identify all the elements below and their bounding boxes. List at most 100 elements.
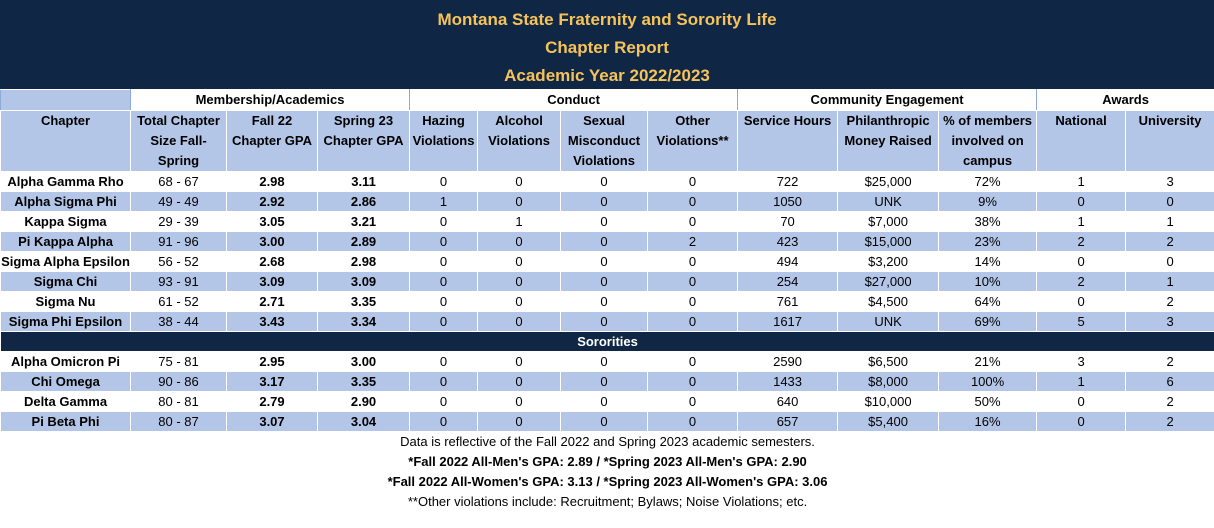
table-row: Kappa Sigma 29 - 39 3.05 3.21 0 1 0 0 70 $7,000 38… bbox=[0, 211, 1214, 232]
cell-spring-gpa: 3.00 bbox=[316, 351, 411, 372]
cell-sexual-misconduct: 0 bbox=[560, 411, 649, 432]
cell-total-size: 29 - 39 bbox=[130, 211, 227, 232]
cell-hazing: 0 bbox=[409, 251, 479, 272]
table-row: Sigma Nu 61 - 52 2.71 3.35 0 0 0 0 761 $4,500 64% 0… bbox=[0, 291, 1214, 312]
cell-chapter: Sigma Alpha Epsilon bbox=[0, 251, 131, 272]
sorority-rows: Alpha Omicron Pi 75 - 81 2.95 3.00 0 0 0 0 2590 $… bbox=[0, 351, 1214, 432]
cell-university-awards: 0 bbox=[1125, 251, 1214, 272]
cell-hazing: 0 bbox=[409, 291, 479, 312]
cell-national-awards: 1 bbox=[1036, 371, 1127, 392]
cell-service-hours: 1433 bbox=[737, 371, 839, 392]
cell-sexual-misconduct: 0 bbox=[560, 191, 649, 212]
cell-members-involved: 21% bbox=[938, 351, 1038, 372]
cell-alcohol: 0 bbox=[477, 291, 562, 312]
cell-service-hours: 761 bbox=[737, 291, 839, 312]
cell-hazing: 0 bbox=[409, 371, 479, 392]
cell-members-involved: 64% bbox=[938, 291, 1038, 312]
cell-chapter: Sigma Nu bbox=[0, 291, 131, 312]
cell-alcohol: 0 bbox=[477, 271, 562, 292]
cell-total-size: 80 - 81 bbox=[130, 391, 227, 412]
cell-hazing: 1 bbox=[409, 191, 479, 212]
cell-other-violations: 0 bbox=[647, 411, 739, 432]
col-header-service-hours: Service Hours bbox=[737, 110, 839, 172]
cell-national-awards: 1 bbox=[1036, 211, 1127, 232]
cell-money-raised: $5,400 bbox=[837, 411, 940, 432]
cell-chapter: Chi Omega bbox=[0, 371, 131, 392]
group-membership: Membership/Academics bbox=[129, 89, 411, 111]
womens-gpa-note: *Fall 2022 All-Women's GPA: 3.13 / *Spri… bbox=[0, 471, 1214, 492]
cell-money-raised: $6,500 bbox=[837, 351, 940, 372]
cell-national-awards: 2 bbox=[1036, 231, 1127, 252]
cell-chapter: Sigma Phi Epsilon bbox=[0, 311, 131, 332]
cell-fall-gpa: 2.98 bbox=[226, 171, 318, 192]
cell-alcohol: 0 bbox=[477, 371, 562, 392]
cell-hazing: 0 bbox=[409, 411, 479, 432]
cell-money-raised: $10,000 bbox=[837, 391, 940, 412]
cell-alcohol: 0 bbox=[477, 231, 562, 252]
cell-national-awards: 3 bbox=[1036, 351, 1127, 372]
group-conduct: Conduct bbox=[409, 89, 739, 111]
cell-alcohol: 0 bbox=[477, 311, 562, 332]
col-header-university-awards: University bbox=[1125, 110, 1214, 172]
cell-total-size: 56 - 52 bbox=[130, 251, 227, 272]
cell-hazing: 0 bbox=[409, 351, 479, 372]
sororities-section-label: Sororities bbox=[0, 331, 1214, 352]
cell-spring-gpa: 2.89 bbox=[316, 231, 411, 252]
data-note: Data is reflective of the Fall 2022 and … bbox=[0, 431, 1214, 452]
cell-fall-gpa: 2.79 bbox=[226, 391, 318, 412]
cell-other-violations: 0 bbox=[647, 191, 739, 212]
cell-service-hours: 70 bbox=[737, 211, 839, 232]
cell-service-hours: 1617 bbox=[737, 311, 839, 332]
cell-service-hours: 494 bbox=[737, 251, 839, 272]
cell-sexual-misconduct: 0 bbox=[560, 391, 649, 412]
cell-total-size: 80 - 87 bbox=[130, 411, 227, 432]
cell-spring-gpa: 3.11 bbox=[316, 171, 411, 192]
cell-hazing: 0 bbox=[409, 171, 479, 192]
cell-chapter: Kappa Sigma bbox=[0, 211, 131, 232]
cell-spring-gpa: 3.21 bbox=[316, 211, 411, 232]
cell-other-violations: 0 bbox=[647, 271, 739, 292]
cell-chapter: Sigma Chi bbox=[0, 271, 131, 292]
cell-alcohol: 0 bbox=[477, 411, 562, 432]
cell-sexual-misconduct: 0 bbox=[560, 311, 649, 332]
cell-spring-gpa: 3.34 bbox=[316, 311, 411, 332]
cell-national-awards: 0 bbox=[1036, 191, 1127, 212]
cell-sexual-misconduct: 0 bbox=[560, 371, 649, 392]
cell-national-awards: 2 bbox=[1036, 271, 1127, 292]
cell-fall-gpa: 3.00 bbox=[226, 231, 318, 252]
cell-fall-gpa: 2.68 bbox=[226, 251, 318, 272]
table-row: Delta Gamma 80 - 81 2.79 2.90 0 0 0 0 640 $10,000… bbox=[0, 391, 1214, 412]
group-awards: Awards bbox=[1036, 89, 1214, 111]
cell-sexual-misconduct: 0 bbox=[560, 171, 649, 192]
sororities-section-row: Sororities bbox=[0, 331, 1214, 352]
cell-university-awards: 2 bbox=[1125, 291, 1214, 312]
cell-hazing: 0 bbox=[409, 271, 479, 292]
cell-total-size: 49 - 49 bbox=[130, 191, 227, 212]
table-row: Chi Omega 90 - 86 3.17 3.35 0 0 0 0 1433 $8,000 10… bbox=[0, 371, 1214, 392]
cell-members-involved: 10% bbox=[938, 271, 1038, 292]
cell-university-awards: 1 bbox=[1125, 211, 1214, 232]
cell-other-violations: 0 bbox=[647, 171, 739, 192]
col-header-money-raised: Philanthropic Money Raised bbox=[837, 110, 940, 172]
cell-total-size: 75 - 81 bbox=[130, 351, 227, 372]
cell-chapter: Pi Kappa Alpha bbox=[0, 231, 131, 252]
cell-service-hours: 1050 bbox=[737, 191, 839, 212]
cell-money-raised: $15,000 bbox=[837, 231, 940, 252]
cell-university-awards: 3 bbox=[1125, 171, 1214, 192]
cell-service-hours: 254 bbox=[737, 271, 839, 292]
col-header-national-awards: National bbox=[1036, 110, 1127, 172]
cell-total-size: 61 - 52 bbox=[130, 291, 227, 312]
col-header-total-size: Total Chapter Size Fall-Spring bbox=[130, 110, 227, 172]
cell-members-involved: 72% bbox=[938, 171, 1038, 192]
title-line-3: Academic Year 2022/2023 bbox=[504, 66, 710, 85]
cell-money-raised: $4,500 bbox=[837, 291, 940, 312]
table-row: Alpha Gamma Rho 68 - 67 2.98 3.11 0 0 0 0 722 $25… bbox=[0, 171, 1214, 192]
chapter-report-table: Membership/Academics Conduct Community E… bbox=[0, 89, 1214, 512]
cell-money-raised: $7,000 bbox=[837, 211, 940, 232]
cell-money-raised: $3,200 bbox=[837, 251, 940, 272]
cell-university-awards: 3 bbox=[1125, 311, 1214, 332]
col-header-fall-gpa: Fall 22 Chapter GPA bbox=[226, 110, 318, 172]
table-row: Sigma Chi 93 - 91 3.09 3.09 0 0 0 0 254 $27,000 10… bbox=[0, 271, 1214, 292]
cell-members-involved: 16% bbox=[938, 411, 1038, 432]
cell-spring-gpa: 3.04 bbox=[316, 411, 411, 432]
